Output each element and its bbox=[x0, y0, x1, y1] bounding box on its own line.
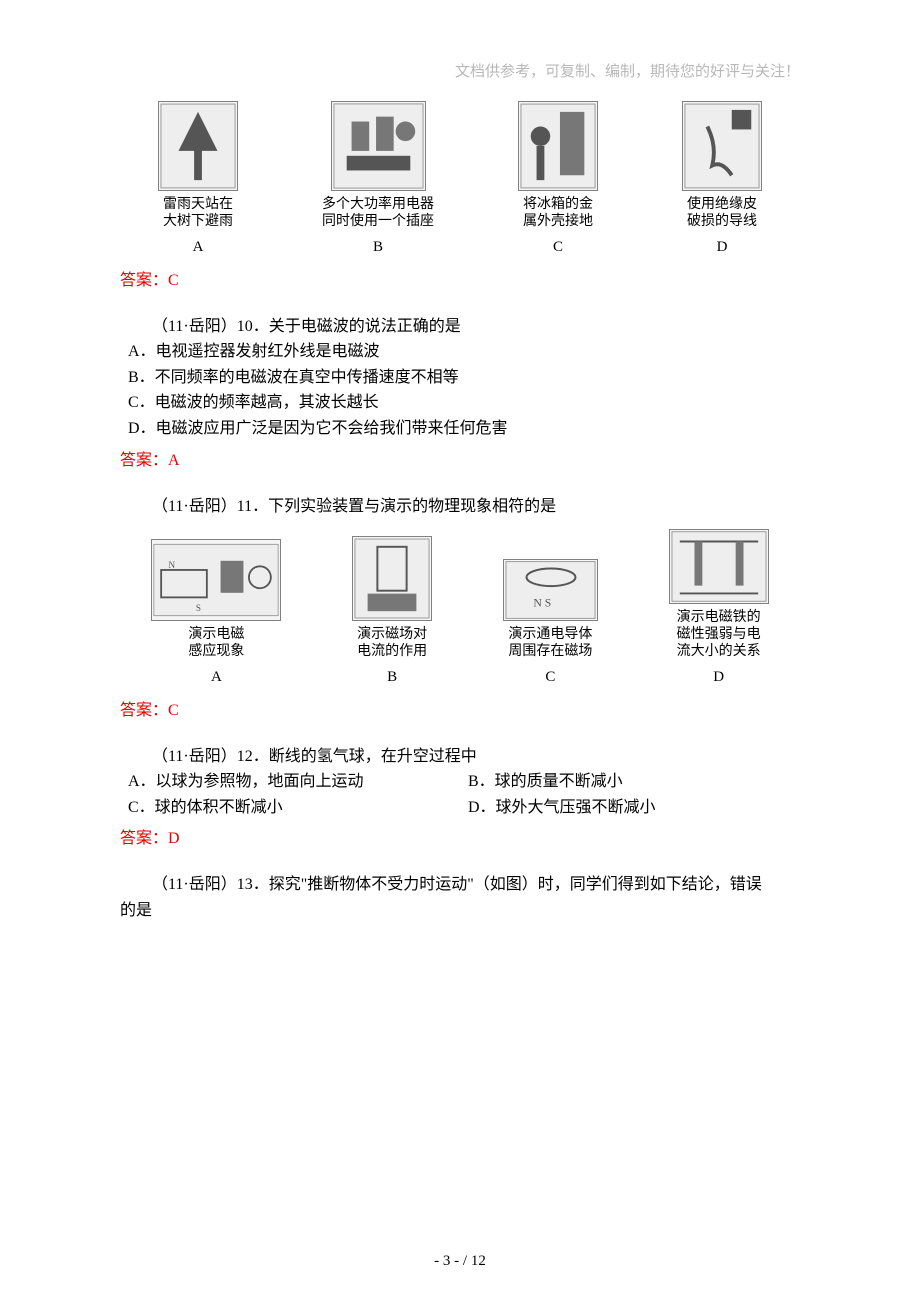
q10-stem: （11·岳阳）10．关于电磁波的说法正确的是 bbox=[120, 314, 800, 340]
q11-option-c: N S 演示通电导体 周围存在磁场 C bbox=[503, 559, 598, 686]
q9-caption-d: 使用绝缘皮 破损的导线 bbox=[687, 197, 757, 231]
q9-letter-d: D bbox=[717, 239, 728, 256]
q11-letter-a: A bbox=[211, 669, 222, 686]
q9-caption-c: 将冰箱的金 属外壳接地 bbox=[523, 197, 593, 231]
q11-option-d: 演示电磁铁的 磁性强弱与电 流大小的关系 D bbox=[669, 529, 769, 685]
svg-text:N S: N S bbox=[533, 597, 551, 610]
q11-caption-b: 演示磁场对 电流的作用 bbox=[357, 627, 427, 661]
q11-caption-a: 演示电磁 感应现象 bbox=[188, 627, 244, 661]
q10-answer: 答案：A bbox=[120, 446, 800, 470]
q9-letter-b: B bbox=[373, 239, 383, 256]
q12-choice-c: C．球的体积不断减小 bbox=[120, 795, 460, 821]
q11-option-a: NS 演示电磁 感应现象 A bbox=[151, 539, 281, 686]
electromagnet-icon bbox=[669, 529, 769, 604]
q10-choice-c: C．电磁波的频率越高，其波长越长 bbox=[120, 390, 800, 416]
page-current: - 3 - bbox=[434, 1253, 459, 1269]
q12-choice-d: D．球外大气压强不断减小 bbox=[460, 795, 800, 821]
tree-rain-icon bbox=[158, 101, 238, 191]
page-total: 12 bbox=[471, 1253, 486, 1269]
q11-option-b: 演示磁场对 电流的作用 B bbox=[352, 536, 432, 686]
q11-answer: 答案：C bbox=[120, 696, 800, 720]
q11-letter-c: C bbox=[545, 669, 555, 686]
q9-caption-b: 多个大功率用电器 同时使用一个插座 bbox=[322, 197, 434, 231]
q12-block: （11·岳阳）12．断线的氢气球，在升空过程中 A．以球为参照物，地面向上运动 … bbox=[120, 744, 800, 821]
q11-option-row: NS 演示电磁 感应现象 A 演示磁场对 电流的作用 B N S 演示通电导体 … bbox=[120, 529, 800, 685]
svg-text:N: N bbox=[169, 560, 176, 570]
q11-letter-b: B bbox=[387, 669, 397, 686]
q9-letter-c: C bbox=[553, 239, 563, 256]
q12-choice-a: A．以球为参照物，地面向上运动 bbox=[120, 769, 460, 795]
q9-caption-a: 雷雨天站在 大树下避雨 bbox=[163, 197, 233, 231]
power-strip-icon bbox=[331, 101, 426, 191]
q13-stem-line2: 的是 bbox=[120, 898, 800, 924]
broken-wire-icon bbox=[682, 101, 762, 191]
q9-letter-a: A bbox=[193, 239, 204, 256]
q9-option-d: 使用绝缘皮 破损的导线 D bbox=[682, 101, 762, 256]
q12-answer: 答案：D bbox=[120, 824, 800, 848]
q9-answer: 答案：C bbox=[120, 266, 800, 290]
svg-text:S: S bbox=[196, 603, 201, 613]
q11-stem: （11·岳阳）11．下列实验装置与演示的物理现象相符的是 bbox=[120, 494, 800, 520]
q10-choice-a: A．电视遥控器发射红外线是电磁波 bbox=[120, 339, 800, 365]
q11-block: （11·岳阳）11．下列实验装置与演示的物理现象相符的是 bbox=[120, 494, 800, 520]
fridge-ground-icon bbox=[518, 101, 598, 191]
q11-caption-c: 演示通电导体 周围存在磁场 bbox=[508, 627, 592, 661]
q12-stem: （11·岳阳）12．断线的氢气球，在升空过程中 bbox=[120, 744, 800, 770]
header-note: 文档供参考，可复制、编制，期待您的好评与关注！ bbox=[120, 60, 800, 81]
q9-option-c: 将冰箱的金 属外壳接地 C bbox=[518, 101, 598, 256]
q10-block: （11·岳阳）10．关于电磁波的说法正确的是 A．电视遥控器发射红外线是电磁波 … bbox=[120, 314, 800, 442]
current-field-icon: N S bbox=[503, 559, 598, 621]
q13-block: （11·岳阳）13．探究"推断物体不受力时运动"（如图）时，同学们得到如下结论，… bbox=[120, 872, 800, 923]
magnetic-force-icon bbox=[352, 536, 432, 621]
q11-caption-d: 演示电磁铁的 磁性强弱与电 流大小的关系 bbox=[677, 610, 761, 660]
q12-choice-b: B．球的质量不断减小 bbox=[460, 769, 800, 795]
q11-letter-d: D bbox=[713, 669, 724, 686]
em-induction-icon: NS bbox=[151, 539, 281, 621]
q13-stem-line1: （11·岳阳）13．探究"推断物体不受力时运动"（如图）时，同学们得到如下结论，… bbox=[120, 872, 800, 898]
page-footer: - 3 - / 12 bbox=[0, 1253, 920, 1270]
q10-choice-d: D．电磁波应用广泛是因为它不会给我们带来任何危害 bbox=[120, 416, 800, 442]
q10-choice-b: B．不同频率的电磁波在真空中传播速度不相等 bbox=[120, 365, 800, 391]
q9-option-a: 雷雨天站在 大树下避雨 A bbox=[158, 101, 238, 256]
q9-option-b: 多个大功率用电器 同时使用一个插座 B bbox=[322, 101, 434, 256]
q9-option-row: 雷雨天站在 大树下避雨 A 多个大功率用电器 同时使用一个插座 B 将冰箱的金 … bbox=[120, 101, 800, 256]
page-sep: / bbox=[459, 1253, 471, 1269]
